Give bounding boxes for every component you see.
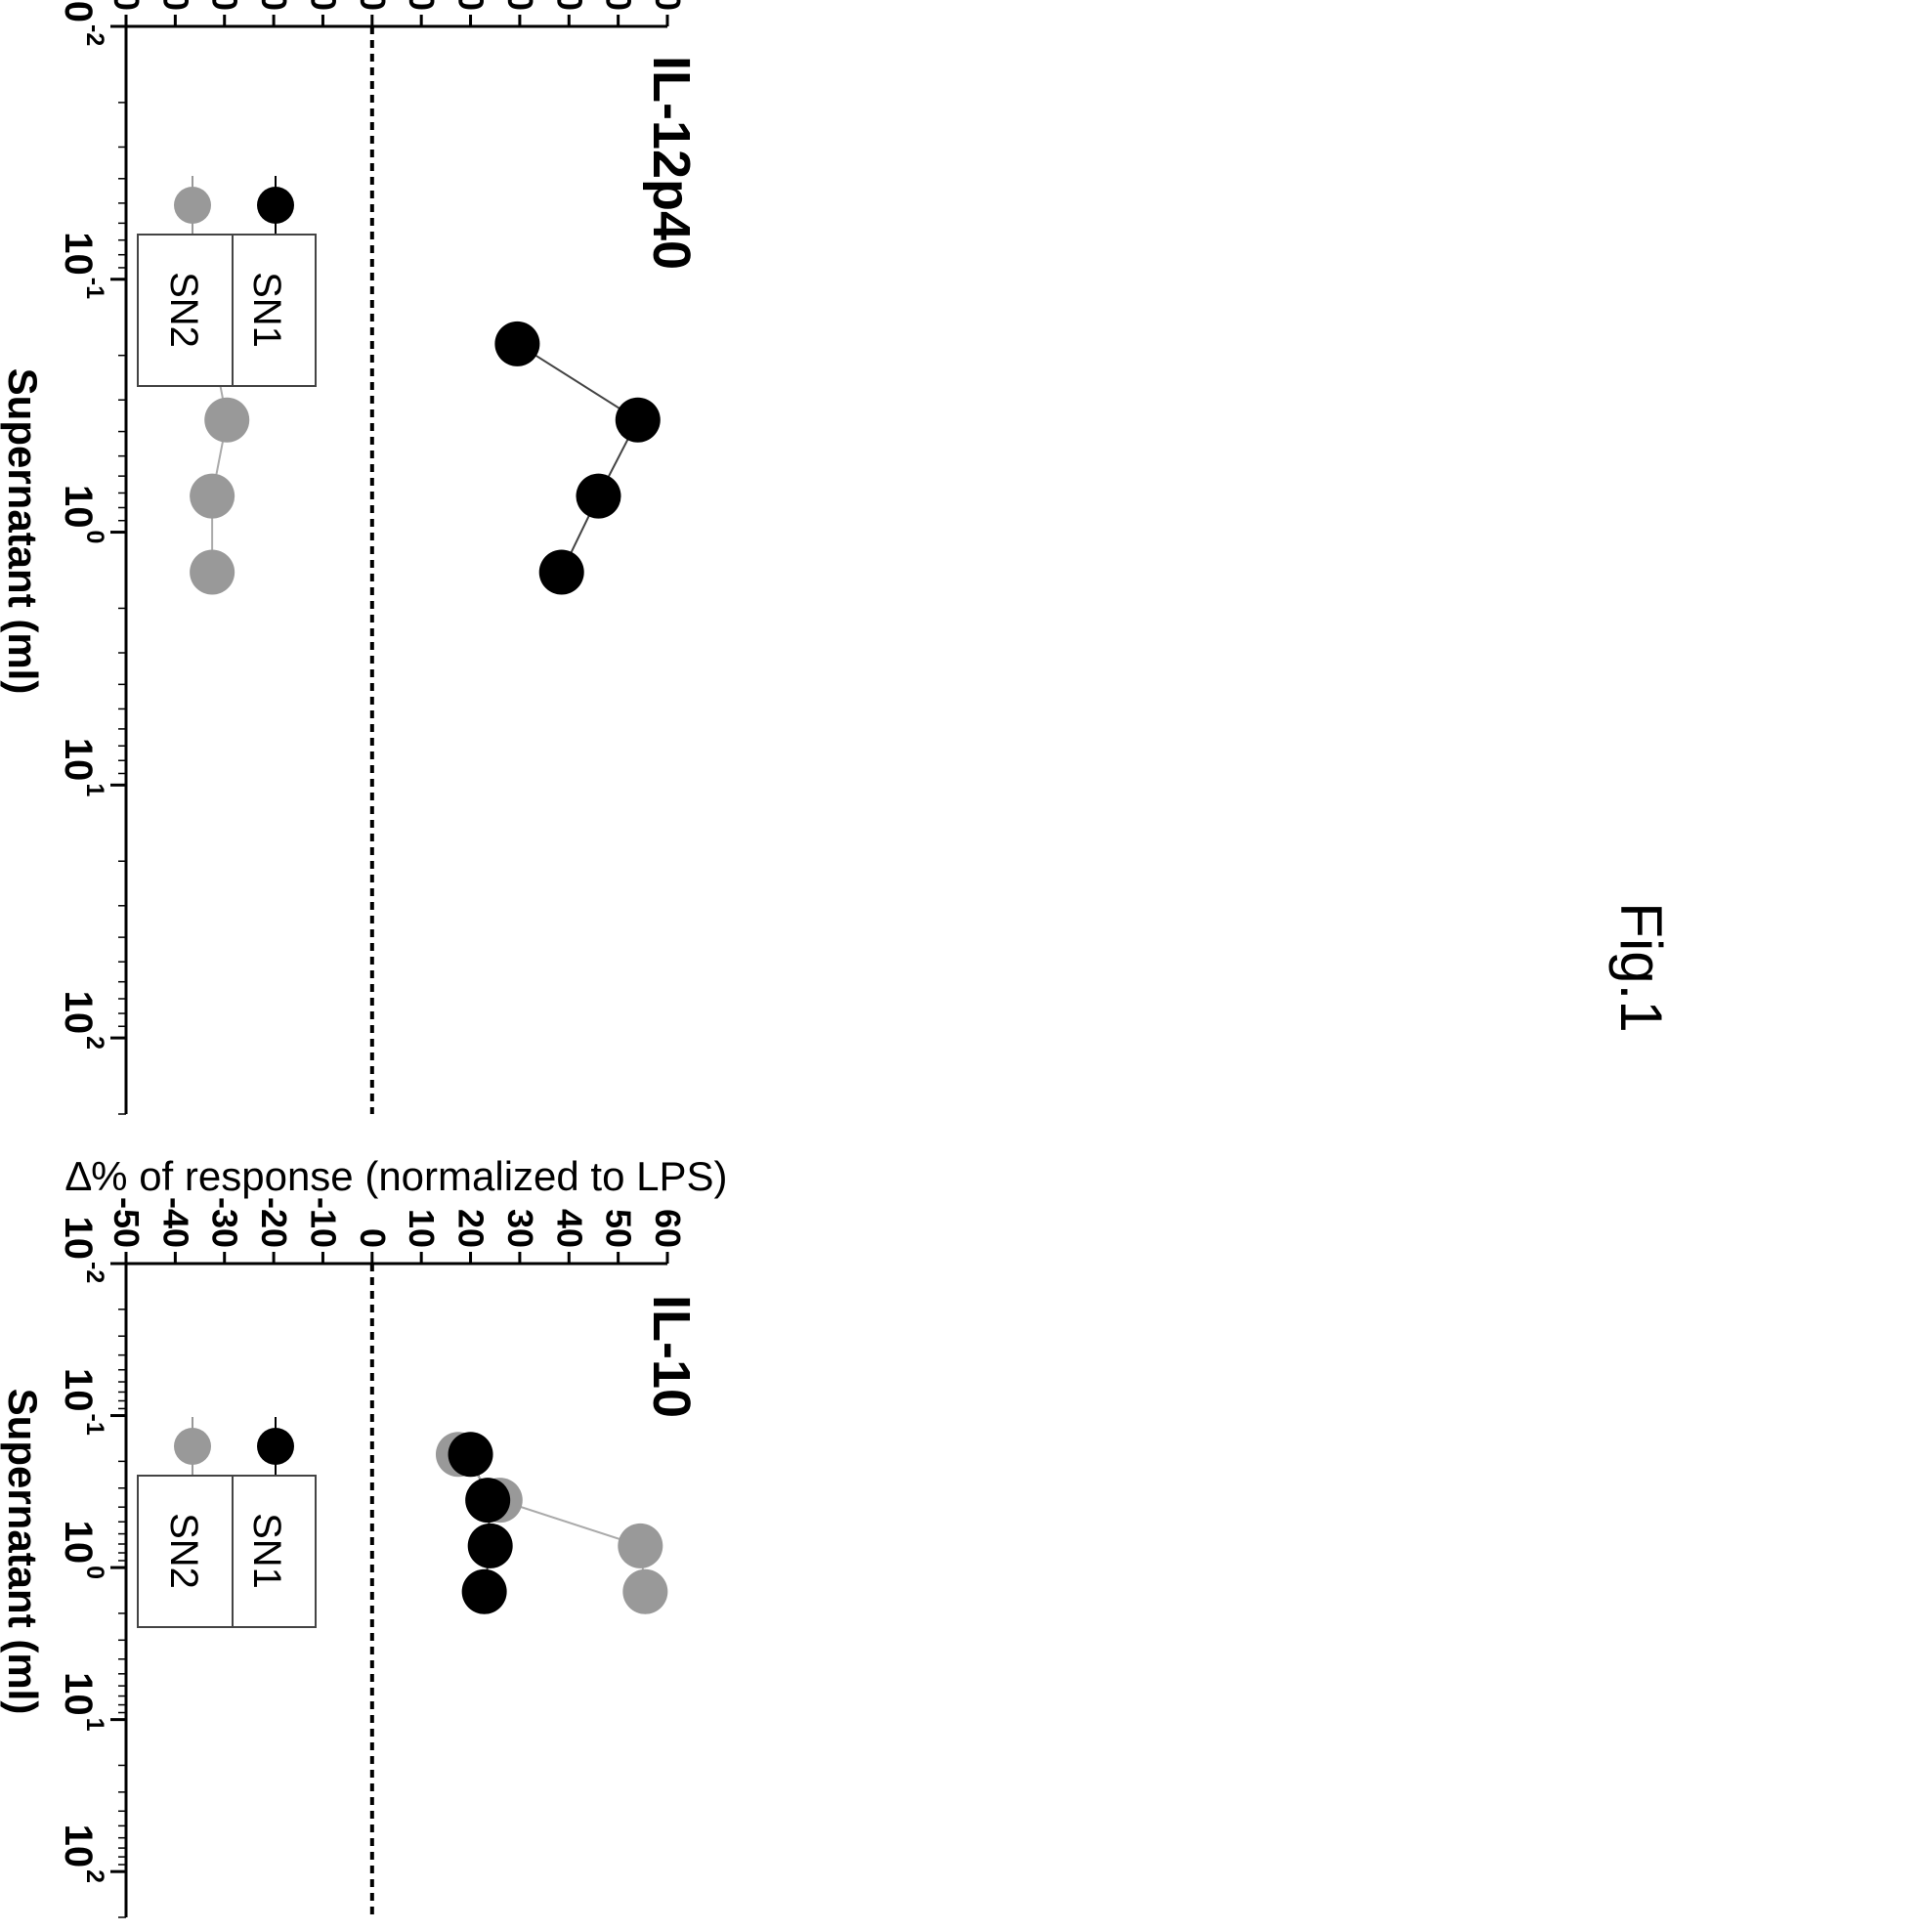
x-tick-label: 100: [57, 485, 108, 543]
y-tick-label: -40: [155, 0, 195, 11]
y-tick-label: 0: [353, 1228, 393, 1248]
x-tick-exponent: -2: [81, 24, 108, 46]
y-tick-label: 60: [648, 0, 688, 11]
chart-title: IL-10: [642, 1295, 701, 1418]
x-tick-label: 101: [57, 1672, 108, 1732]
y-tick-label: 60: [648, 1209, 688, 1248]
y-tick-label: -20: [254, 0, 294, 11]
legend-box: [137, 234, 234, 387]
data-point-sn2: [204, 397, 250, 443]
series-line-sn1: [516, 342, 640, 573]
figure-caption: Fig.1: [1608, 902, 1674, 1032]
x-tick-label: 101: [57, 738, 108, 797]
y-tick-label: 30: [500, 1209, 540, 1248]
legend-label-sn2: SN2: [162, 272, 205, 348]
chart-il12p40-plot: IL-12p406050403020100-10-20-30-40-5010-2…: [0, 0, 701, 1115]
x-tick-label: 10-2: [57, 0, 108, 46]
y-tick-label: -10: [303, 0, 343, 11]
data-point-sn2: [622, 1568, 668, 1614]
data-point-sn2: [618, 1523, 663, 1568]
legend-marker-sn2: [174, 1428, 211, 1465]
data-point-sn1: [615, 397, 661, 443]
figure-caption-group: Fig.1: [1608, 902, 1674, 1032]
legend-marker-sn1: [257, 1428, 294, 1465]
x-tick-base: 10: [57, 1521, 100, 1565]
x-tick-base: 10: [57, 485, 100, 529]
y-tick-label: -30: [205, 0, 245, 11]
x-tick-label: 10-2: [57, 1217, 108, 1284]
data-point-sn1: [467, 1523, 513, 1568]
y-tick-label: -50: [107, 1197, 147, 1248]
x-tick-label: 102: [57, 1825, 108, 1883]
chart-title: IL-12p40: [642, 56, 701, 270]
y-axis-title: ∆% of response (normalized to LPS): [65, 1153, 727, 1199]
x-tick-exponent: 1: [81, 1718, 108, 1732]
legend-label-sn2: SN2: [162, 1513, 205, 1589]
legend-label-sn1: SN1: [245, 272, 288, 348]
data-point-sn1: [448, 1432, 493, 1478]
x-tick-exponent: 0: [81, 1566, 108, 1579]
x-tick-base: 10: [57, 232, 100, 276]
y-tick-label: 40: [549, 1209, 589, 1248]
y-tick-label: 50: [599, 0, 639, 11]
data-point-sn1: [494, 321, 540, 366]
x-tick-exponent: 1: [81, 783, 108, 796]
y-tick-label: -40: [155, 1197, 195, 1248]
y-tick-label: 20: [451, 1209, 492, 1248]
y-tick-label: 10: [402, 1209, 442, 1248]
x-tick-label: 102: [57, 991, 108, 1050]
x-tick-label: 10-1: [57, 1368, 108, 1436]
data-point-sn1: [461, 1568, 507, 1614]
x-tick-base: 10: [57, 991, 100, 1035]
x-tick-exponent: -2: [81, 1262, 108, 1283]
y-tick-label: -10: [303, 1197, 343, 1248]
x-tick-base: 10: [57, 0, 100, 22]
y-tick-label: 40: [549, 0, 589, 11]
data-point-sn2: [190, 473, 235, 519]
x-axis-title: Supernatant (ml): [0, 368, 46, 695]
chart-panel-il12p40: IL-12p406050403020100-10-20-30-40-5010-2…: [0, 0, 701, 1115]
x-tick-exponent: -1: [81, 1414, 108, 1436]
data-point-sn1: [576, 473, 621, 519]
x-tick-exponent: 2: [81, 1036, 108, 1050]
x-tick-label: 100: [57, 1521, 108, 1579]
y-tick-label: -20: [254, 1197, 294, 1248]
x-tick-base: 10: [57, 738, 100, 782]
data-point-sn1: [538, 549, 584, 595]
y-tick-label: 50: [599, 1209, 639, 1248]
x-tick-exponent: 0: [81, 531, 108, 544]
x-tick-exponent: 2: [81, 1869, 108, 1883]
x-axis-title: Supernatant (ml): [0, 1389, 46, 1715]
x-tick-label: 10-1: [57, 232, 108, 299]
x-tick-base: 10: [57, 1825, 100, 1868]
legend-marker-sn1: [257, 187, 294, 224]
series-line-sn2: [457, 1453, 647, 1592]
legend-label-sn1: SN1: [245, 1513, 288, 1589]
x-tick-exponent: -1: [81, 278, 108, 299]
x-tick-base: 10: [57, 1217, 100, 1261]
x-tick-base: 10: [57, 1368, 100, 1412]
y-tick-label: 30: [500, 0, 540, 11]
chart-panel-il10: IL-106050403020100-10-20-30-40-5010-210-…: [0, 1153, 728, 1918]
y-tick-label: -30: [205, 1197, 245, 1248]
y-tick-label: 0: [353, 0, 393, 11]
legend-marker-sn2: [174, 187, 211, 224]
y-tick-label: -50: [107, 0, 147, 11]
legend-box: [137, 1475, 234, 1628]
y-tick-label: 10: [402, 0, 442, 11]
data-point-sn1: [465, 1478, 511, 1524]
y-tick-label: 20: [451, 0, 492, 11]
chart-il10-plot: IL-106050403020100-10-20-30-40-5010-210-…: [0, 1153, 728, 1918]
data-point-sn2: [190, 549, 235, 595]
x-tick-base: 10: [57, 1672, 100, 1716]
